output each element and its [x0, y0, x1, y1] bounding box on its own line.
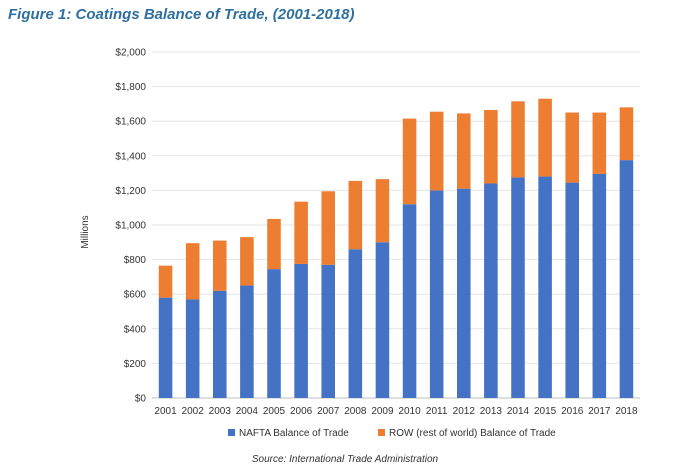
bar-row [565, 112, 579, 183]
bar-row [592, 112, 607, 174]
y-tick-label: $200 [124, 359, 147, 370]
x-tick-label: 2003 [209, 406, 232, 417]
chart-gridlines [152, 51, 640, 399]
bar-row [240, 237, 254, 286]
bar-nafta [348, 249, 363, 398]
bar-row [457, 113, 471, 189]
y-tick-label: $800 [124, 255, 147, 266]
x-tick-label: 2017 [588, 406, 611, 417]
bar-nafta [484, 183, 498, 398]
bar-nafta [321, 264, 335, 398]
x-tick-label: 2007 [317, 406, 340, 417]
y-tick-label: $1,600 [115, 117, 146, 128]
y-axis-ticks: $0 $200 $400 $600 $800 $1,000 $1,200 $1,400 $1,6… [115, 48, 146, 405]
bar-row [213, 240, 227, 291]
x-tick-label: 2012 [453, 406, 476, 417]
bar-nafta [429, 190, 444, 398]
x-tick-label: 2008 [344, 406, 367, 417]
bar-row [538, 98, 552, 177]
bar-nafta [402, 204, 417, 398]
bar-nafta [457, 188, 471, 398]
legend-label-nafta: NAFTA Balance of Trade [239, 428, 349, 439]
bar-row [267, 218, 281, 270]
bar-row [402, 118, 417, 205]
x-tick-label: 2015 [534, 406, 557, 417]
bar-nafta [267, 269, 281, 398]
bar-nafta [619, 160, 634, 398]
x-tick-label: 2010 [398, 406, 421, 417]
figure-source: Source: International Trade Administrati… [251, 454, 439, 465]
y-tick-label: $0 [135, 394, 147, 405]
legend-swatch-nafta [228, 429, 235, 436]
y-tick-label: $2,000 [115, 48, 146, 59]
x-tick-label: 2001 [154, 406, 177, 417]
bar-row [429, 111, 444, 191]
bar-nafta [538, 176, 552, 398]
x-tick-label: 2013 [480, 406, 503, 417]
bar-row [294, 201, 308, 264]
bar-row [375, 179, 390, 243]
bar-row [185, 243, 200, 300]
bar-row [484, 109, 498, 184]
y-tick-label: $600 [124, 290, 147, 301]
x-tick-label: 2009 [371, 406, 394, 417]
legend-label-row: ROW (rest of world) Balance of Trade [389, 428, 556, 439]
figure-title: Figure 1: Coatings Balance of Trade, (20… [8, 6, 355, 23]
bar-row [158, 265, 173, 298]
bar-row [619, 107, 634, 161]
bar-nafta [565, 182, 579, 398]
x-tick-label: 2018 [615, 406, 638, 417]
bar-row [511, 101, 525, 178]
bar-row [321, 191, 335, 265]
y-axis-label: Millions [80, 215, 91, 248]
chart-bars [158, 98, 634, 398]
bar-nafta [592, 173, 607, 398]
x-tick-label: 2016 [561, 406, 584, 417]
x-tick-label: 2011 [426, 406, 448, 417]
bar-row [348, 180, 363, 250]
x-tick-label: 2005 [263, 406, 286, 417]
bar-nafta [158, 297, 173, 398]
legend-swatch-row [378, 429, 385, 436]
bar-nafta [213, 290, 227, 398]
y-tick-label: $1,800 [115, 82, 146, 93]
x-axis-ticks: 2001 2002 2003 2004 2005 2006 2007 2008 2009 2010… [154, 406, 638, 417]
y-tick-label: $400 [124, 324, 147, 335]
legend: NAFTA Balance of Trade ROW (rest of world… [228, 428, 556, 439]
bar-nafta [185, 299, 200, 398]
y-tick-label: $1,000 [115, 221, 146, 232]
x-tick-label: 2002 [182, 406, 205, 417]
bar-nafta [240, 285, 254, 398]
x-tick-label: 2014 [507, 406, 530, 417]
x-tick-label: 2004 [236, 406, 259, 417]
y-tick-label: $1,200 [115, 186, 146, 197]
bar-nafta [511, 177, 525, 398]
y-tick-label: $1,400 [115, 151, 146, 162]
bar-nafta [294, 263, 308, 398]
x-tick-label: 2006 [290, 406, 313, 417]
chart: $0 $200 $400 $600 $800 $1,000 $1,200 $1,400 $1,6… [80, 48, 640, 439]
bar-nafta [375, 242, 390, 398]
